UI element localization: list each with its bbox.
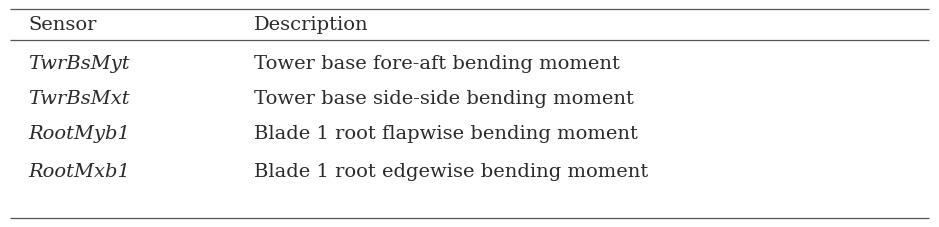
- Text: Blade 1 root flapwise bending moment: Blade 1 root flapwise bending moment: [254, 125, 638, 143]
- Text: TwrBsMxt: TwrBsMxt: [28, 90, 130, 108]
- Text: Blade 1 root edgewise bending moment: Blade 1 root edgewise bending moment: [254, 163, 648, 181]
- Text: Tower base fore-aft bending moment: Tower base fore-aft bending moment: [254, 55, 620, 73]
- Text: RootMyb1: RootMyb1: [28, 125, 130, 143]
- Text: Description: Description: [254, 16, 368, 34]
- Text: RootMxb1: RootMxb1: [28, 163, 130, 181]
- Text: TwrBsMyt: TwrBsMyt: [28, 55, 130, 73]
- Text: Sensor: Sensor: [28, 16, 97, 34]
- Text: Tower base side-side bending moment: Tower base side-side bending moment: [254, 90, 634, 108]
